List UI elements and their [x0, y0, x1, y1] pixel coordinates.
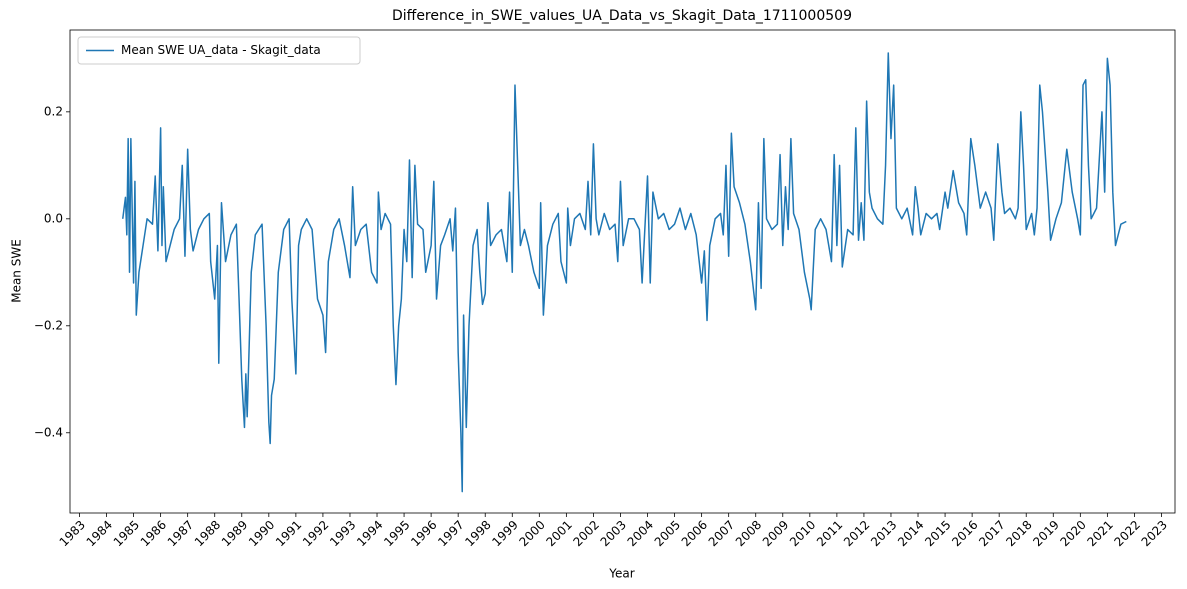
x-tick-label: 2003 — [598, 518, 629, 549]
y-tick-label: −0.2 — [34, 318, 63, 332]
x-tick-label: 2017 — [976, 518, 1007, 549]
x-tick-label: 2022 — [1112, 518, 1143, 549]
x-tick-label: 1984 — [84, 518, 115, 549]
x-tick-label: 2015 — [922, 518, 953, 549]
x-tick-label: 1999 — [489, 518, 520, 549]
x-tick-label: 2020 — [1057, 518, 1088, 549]
x-tick-label: 2013 — [868, 518, 899, 549]
legend: Mean SWE UA_data - Skagit_data — [77, 36, 361, 65]
legend-label: Mean SWE UA_data - Skagit_data — [121, 43, 321, 57]
x-tick-label: 2018 — [1003, 518, 1034, 549]
x-tick-label: 2023 — [1139, 518, 1170, 549]
x-tick-label: 2008 — [733, 518, 764, 549]
y-tick-label: −0.4 — [34, 425, 63, 439]
legend-box — [77, 36, 361, 65]
x-tick-label: 2000 — [516, 518, 547, 549]
x-tick-label: 2006 — [679, 518, 710, 549]
x-tick-label: 2005 — [652, 518, 683, 549]
x-tick-label: 1993 — [327, 518, 358, 549]
x-tick-label: 2021 — [1084, 518, 1115, 549]
x-tick-label: 1996 — [408, 518, 439, 549]
x-tick-label: 1997 — [435, 518, 466, 549]
x-tick-label: 1995 — [381, 518, 412, 549]
x-tick-label: 1989 — [219, 518, 250, 549]
x-tick-label: 1998 — [462, 518, 493, 549]
x-tick-label: 1986 — [138, 518, 169, 549]
x-tick-label: 1991 — [273, 518, 304, 549]
x-tick-label: 2010 — [787, 518, 818, 549]
x-tick-label: 2016 — [949, 518, 980, 549]
x-tick-label: 1992 — [300, 518, 331, 549]
data-line — [122, 52, 1127, 493]
x-tick-label: 2002 — [571, 518, 602, 549]
x-tick-label: 2014 — [895, 518, 926, 549]
x-tick-label: 1994 — [354, 518, 385, 549]
x-tick-label: 2004 — [625, 518, 656, 549]
y-axis-label: Mean SWE — [10, 239, 24, 303]
x-tick-label: 1987 — [165, 518, 196, 549]
y-tick-label: 0.0 — [44, 211, 63, 225]
x-tick-label: 2009 — [760, 518, 791, 549]
plot-frame — [69, 29, 1176, 514]
y-tick-label: 0.2 — [44, 104, 63, 118]
x-tick-label: 2019 — [1030, 518, 1061, 549]
x-tick-label: 1990 — [246, 518, 277, 549]
x-tick-label: 2007 — [706, 518, 737, 549]
x-tick-label: 2011 — [814, 518, 845, 549]
x-tick-label: 2012 — [841, 518, 872, 549]
x-axis-label: Year — [608, 567, 634, 581]
x-tick-label: 1983 — [57, 518, 88, 549]
chart-title: Difference_in_SWE_values_UA_Data_vs_Skag… — [392, 8, 852, 24]
x-tick-label: 1988 — [192, 518, 223, 549]
x-tick-label: 1985 — [111, 518, 142, 549]
x-tick-label: 2001 — [543, 518, 574, 549]
